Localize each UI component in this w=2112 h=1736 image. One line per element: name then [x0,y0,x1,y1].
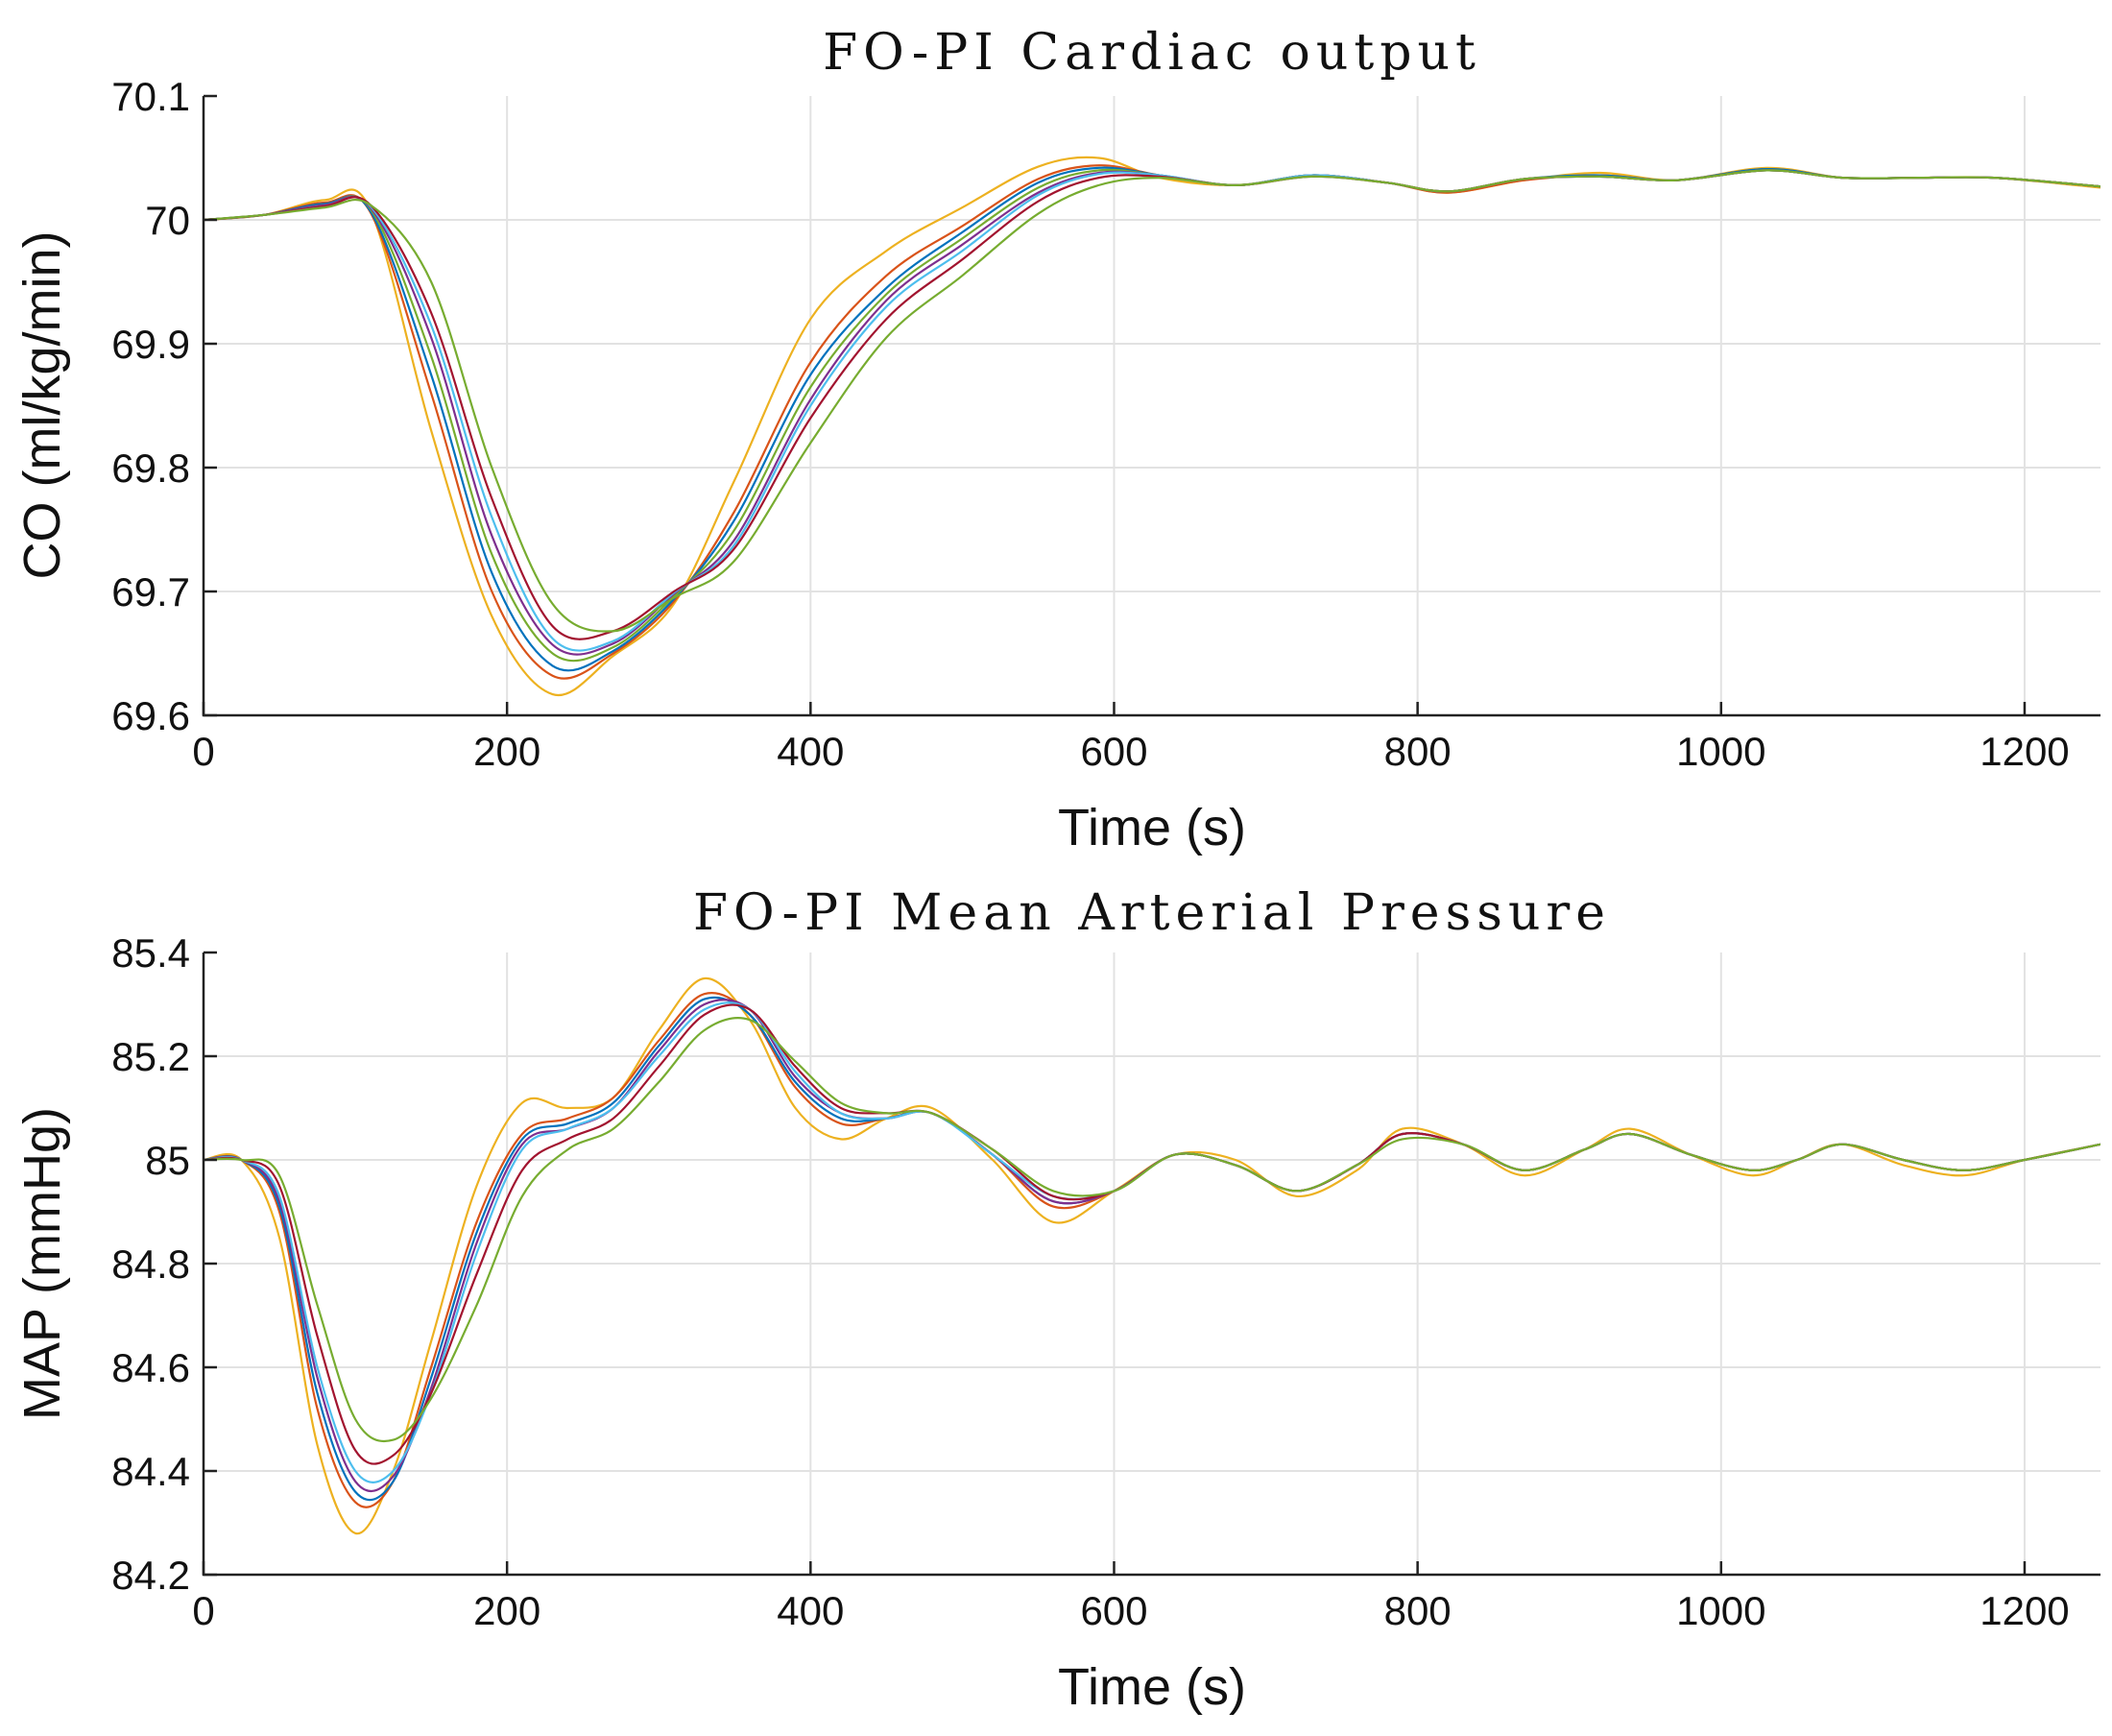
co-x-tick-label-1: 200 [473,729,540,774]
map-y-tick-label-4: 85 [145,1138,190,1183]
map-y-tick-label-1: 84.4 [111,1449,190,1494]
map-x-tick-label-5: 1000 [1676,1588,1765,1633]
map-x-tick-label-3: 600 [1080,1588,1147,1633]
map-y-tick-label-6: 85.4 [111,930,190,976]
map-y-tick-label-5: 85.2 [111,1034,190,1079]
co-x-tick-label-2: 400 [777,729,844,774]
map-series-run-7 [204,1016,2100,1443]
co-series-group [204,156,2100,697]
chart-title-co: FO-PI Cardiac output [823,24,1481,82]
co-x-tick-label-0: 0 [192,729,214,774]
co-y-tick-label-0: 69.6 [111,693,190,738]
co-x-tick-label-3: 600 [1080,729,1147,774]
chart-cardiac-output: FO-PI Cardiac output Time (s) CO (ml/kg/… [13,24,2100,856]
co-series-run-6 [204,169,2100,652]
co-x-tick-label-5: 1000 [1676,729,1765,774]
map-y-tick-label-0: 84.2 [111,1553,190,1598]
co-y-tick-label-5: 70.1 [111,74,190,119]
co-axes [202,96,2100,717]
co-y-tick-label-3: 69.9 [111,322,190,367]
map-series-run-3 [204,996,2100,1502]
chart-mean-arterial-pressure: FO-PI Mean Arterial Pressure Time (s) MA… [13,884,2100,1716]
co-series-run-1 [204,156,2100,697]
co-y-tick-label-2: 69.8 [111,446,190,491]
y-axis-label-co: CO (ml/kg/min) [13,231,71,580]
x-axis-label-co: Time (s) [1058,799,1246,856]
map-series-run-2 [204,992,2100,1508]
map-x-tick-label-2: 400 [777,1588,844,1633]
map-x-tick-label-1: 200 [473,1588,540,1633]
map-x-tick-label-6: 1200 [1980,1588,2069,1633]
map-series-group [204,976,2100,1535]
map-x-tick-label-4: 800 [1384,1588,1452,1633]
co-x-tick-label-4: 800 [1384,729,1452,774]
co-series-run-2 [204,164,2100,680]
co-x-tick-label-6: 1200 [1980,729,2069,774]
co-series-run-8 [204,169,2100,633]
chart-title-map: FO-PI Mean Arterial Pressure [693,884,1611,942]
map-y-tick-label-2: 84.6 [111,1345,190,1390]
co-y-tick-label-4: 70 [145,198,190,243]
co-series-run-3 [204,166,2100,672]
map-x-tick-label-0: 0 [192,1588,214,1633]
map-series-run-1 [204,976,2100,1535]
co-y-tick-label-1: 69.7 [111,569,190,615]
co-series-run-4 [204,168,2100,663]
y-axis-label-map: MAP (mmHg) [13,1107,71,1420]
map-y-tick-label-3: 84.8 [111,1242,190,1287]
map-series-run-6 [204,1003,2100,1465]
x-axis-label-map: Time (s) [1058,1658,1246,1716]
co-series-run-7 [204,169,2100,640]
